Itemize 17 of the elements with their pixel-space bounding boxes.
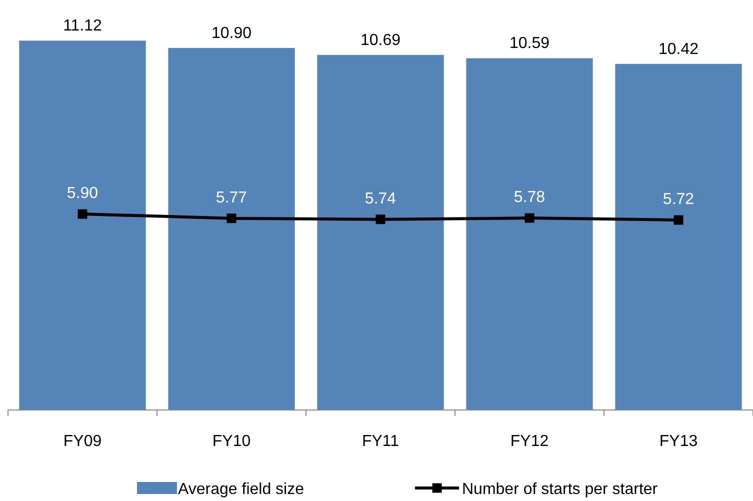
x-tick-label: FY09: [63, 433, 102, 450]
data-label: 11.12: [63, 18, 102, 35]
data-label: 5.74: [364, 190, 396, 208]
legend-label: Average field size: [178, 481, 304, 498]
data-label: 5.72: [662, 191, 694, 208]
data-label: 5.78: [514, 189, 546, 206]
legend-label: Number of starts per starter: [462, 481, 658, 498]
x-tick-label: FY12: [510, 433, 549, 450]
data-label: 10.42: [658, 40, 699, 58]
data-label: 5.77: [216, 189, 248, 206]
x-tick-label: FY11: [362, 433, 400, 450]
data-label: 10.69: [360, 32, 401, 49]
x-tick-label: FY10: [212, 433, 251, 450]
x-tick-label: FY13: [659, 433, 698, 450]
data-label: 5.90: [66, 185, 98, 202]
data-label: 10.90: [211, 24, 252, 42]
data-label: 10.59: [509, 35, 550, 52]
